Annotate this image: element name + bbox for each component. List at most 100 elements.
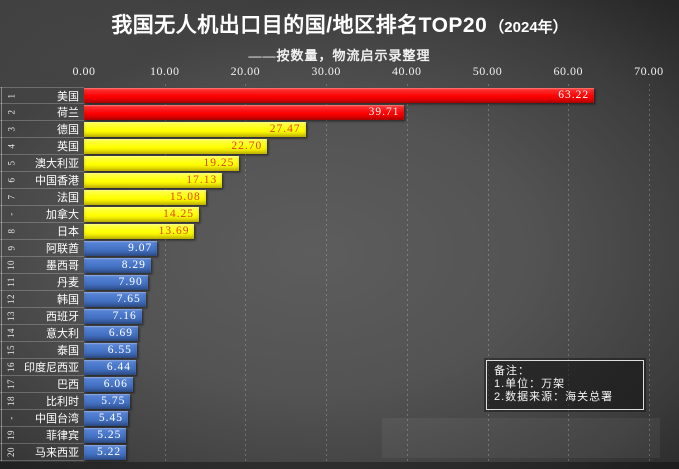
bar-track: 22.70: [84, 138, 679, 155]
row-label-group: 13 西班牙: [0, 308, 84, 325]
x-axis-tick-60.00: 60.00: [553, 64, 583, 78]
row-label-group: 3 德国: [0, 121, 84, 138]
bar-value-label: 8.29: [121, 259, 146, 271]
bar-track: 13.69: [84, 223, 679, 240]
country-label: 中国香港: [35, 175, 79, 187]
bar-row-丹麦: 11 丹麦 7.90: [0, 274, 679, 291]
country-label: 德国: [57, 124, 79, 136]
row-label-group: - 中国台湾: [0, 410, 84, 427]
bar-value-label: 5.22: [97, 446, 122, 458]
bar-track: 15.08: [84, 189, 679, 206]
bar-track: 63.22: [84, 87, 679, 104]
bar-track: 39.71: [84, 104, 679, 121]
rank-label: 14: [0, 325, 22, 342]
rank-label: 7: [0, 189, 22, 206]
bar-西班牙: 7.16: [84, 309, 142, 324]
bar-track: 5.22: [84, 444, 679, 461]
x-axis-tick-0.00: 0.00: [72, 64, 96, 78]
rank-label: 3: [0, 121, 22, 138]
row-label-group: 8 日本: [0, 223, 84, 240]
rank-text: 15: [6, 345, 16, 355]
bar-value-label: 6.69: [108, 327, 133, 339]
bar-value-label: 19.25: [203, 157, 235, 169]
bar-中国香港: 17.13: [84, 173, 223, 188]
bar-row-菲律宾: 19 菲律宾 5.25: [0, 427, 679, 444]
bar-row-意大利: 14 意大利 6.69: [0, 325, 679, 342]
bar-track: 6.69: [84, 325, 679, 342]
bar-row-泰国: 15 泰国 6.55: [0, 342, 679, 359]
bar-value-label: 7.90: [118, 276, 143, 288]
x-axis-tick-10.00: 10.00: [149, 64, 180, 78]
row-label-group: 16 印度尼西亚: [0, 359, 84, 376]
bar-日本: 13.69: [84, 224, 195, 239]
bottom-edge: [0, 462, 679, 469]
bar-track: 6.55: [84, 342, 679, 359]
rank-label: 8: [0, 223, 22, 240]
row-label-group: 15 泰国: [0, 342, 84, 359]
bar-track: 6.44: [84, 359, 679, 376]
bar-row-日本: 8 日本 13.69: [0, 223, 679, 240]
rank-label: 19: [0, 427, 22, 444]
rank-text: 11: [5, 277, 16, 287]
bar-马来西亚: 5.22: [84, 445, 127, 460]
bar-track: 8.29: [84, 257, 679, 274]
row-label-group: 5 澳大利亚: [0, 155, 84, 172]
rank-label: 20: [0, 444, 22, 461]
rank-text: 5: [6, 160, 16, 166]
bar-track: 17.13: [84, 172, 679, 189]
rank-text: 17: [6, 379, 16, 389]
country-label: 马来西亚: [35, 447, 79, 459]
rank-text: 14: [6, 328, 16, 338]
bar-德国: 27.47: [84, 122, 306, 137]
x-axis: 0.00 10.00 20.00 30.00 40.00 50.00 60.00 70.00: [0, 64, 679, 80]
bar-value-label: 6.55: [107, 344, 132, 356]
bar-泰国: 6.55: [84, 343, 137, 358]
gridline-50: [487, 84, 489, 461]
rank-label: 4: [0, 138, 22, 155]
x-axis-tick-40.00: 40.00: [392, 64, 422, 78]
gridline-10: [164, 84, 166, 461]
bar-value-label: 5.75: [101, 395, 126, 407]
notes-box: 备注： 1.单位：万架 2.数据来源：海关总署: [486, 360, 644, 410]
bar-value-label: 15.08: [169, 191, 201, 203]
country-label: 西班牙: [46, 311, 79, 323]
rank-text: 19: [6, 430, 16, 440]
rank-text: 16: [6, 362, 16, 372]
bar-row-中国香港: 6 中国香港 17.13: [0, 172, 679, 189]
bar-track: 14.25: [84, 206, 679, 223]
rank-label: 6: [0, 172, 22, 189]
row-label-group: - 加拿大: [0, 206, 84, 223]
bar-英国: 22.70: [84, 139, 268, 154]
bar-row-荷兰: 2 荷兰 39.71: [0, 104, 679, 121]
bar-value-label: 63.22: [558, 89, 590, 101]
rank-label: 9: [0, 240, 22, 257]
bar-track: 19.25: [84, 155, 679, 172]
bar-value-label: 13.69: [158, 225, 190, 237]
row-label-group: 11 丹麦: [0, 274, 84, 291]
notes-title: 备注：: [494, 365, 530, 377]
bar-track: 7.16: [84, 308, 679, 325]
bar-阿联酋: 9.07: [84, 241, 158, 256]
country-label: 荷兰: [57, 107, 79, 119]
bar-row-法国: 7 法国 15.08: [0, 189, 679, 206]
x-axis-tick-20.00: 20.00: [230, 64, 261, 78]
bar-澳大利亚: 19.25: [84, 156, 240, 171]
bar-value-label: 9.07: [128, 242, 153, 254]
bar-value-label: 17.13: [186, 174, 218, 186]
rank-label: 11: [0, 274, 22, 291]
bar-track: 7.65: [84, 291, 679, 308]
bar-rows: 1 美国 63.22 2 荷兰 39.71 3 德国 27.47 4 英国 22.70 5 澳大利亚 19.…: [0, 87, 679, 461]
notes-unit: 1.单位：万架: [494, 378, 566, 390]
bar-中国台湾: 5.45: [84, 411, 128, 426]
row-label-group: 17 巴西: [0, 376, 84, 393]
row-label-group: 7 法国: [0, 189, 84, 206]
rank-text: 6: [6, 177, 16, 183]
bar-value-label: 22.70: [231, 140, 263, 152]
country-label: 比利时: [46, 396, 79, 408]
bar-row-墨西哥: 10 墨西哥 8.29: [0, 257, 679, 274]
bar-row-西班牙: 13 西班牙 7.16: [0, 308, 679, 325]
bar-value-label: 5.25: [97, 429, 122, 441]
rank-label: 12: [0, 291, 22, 308]
bar-row-比利时: 18 比利时 5.75: [0, 393, 679, 410]
